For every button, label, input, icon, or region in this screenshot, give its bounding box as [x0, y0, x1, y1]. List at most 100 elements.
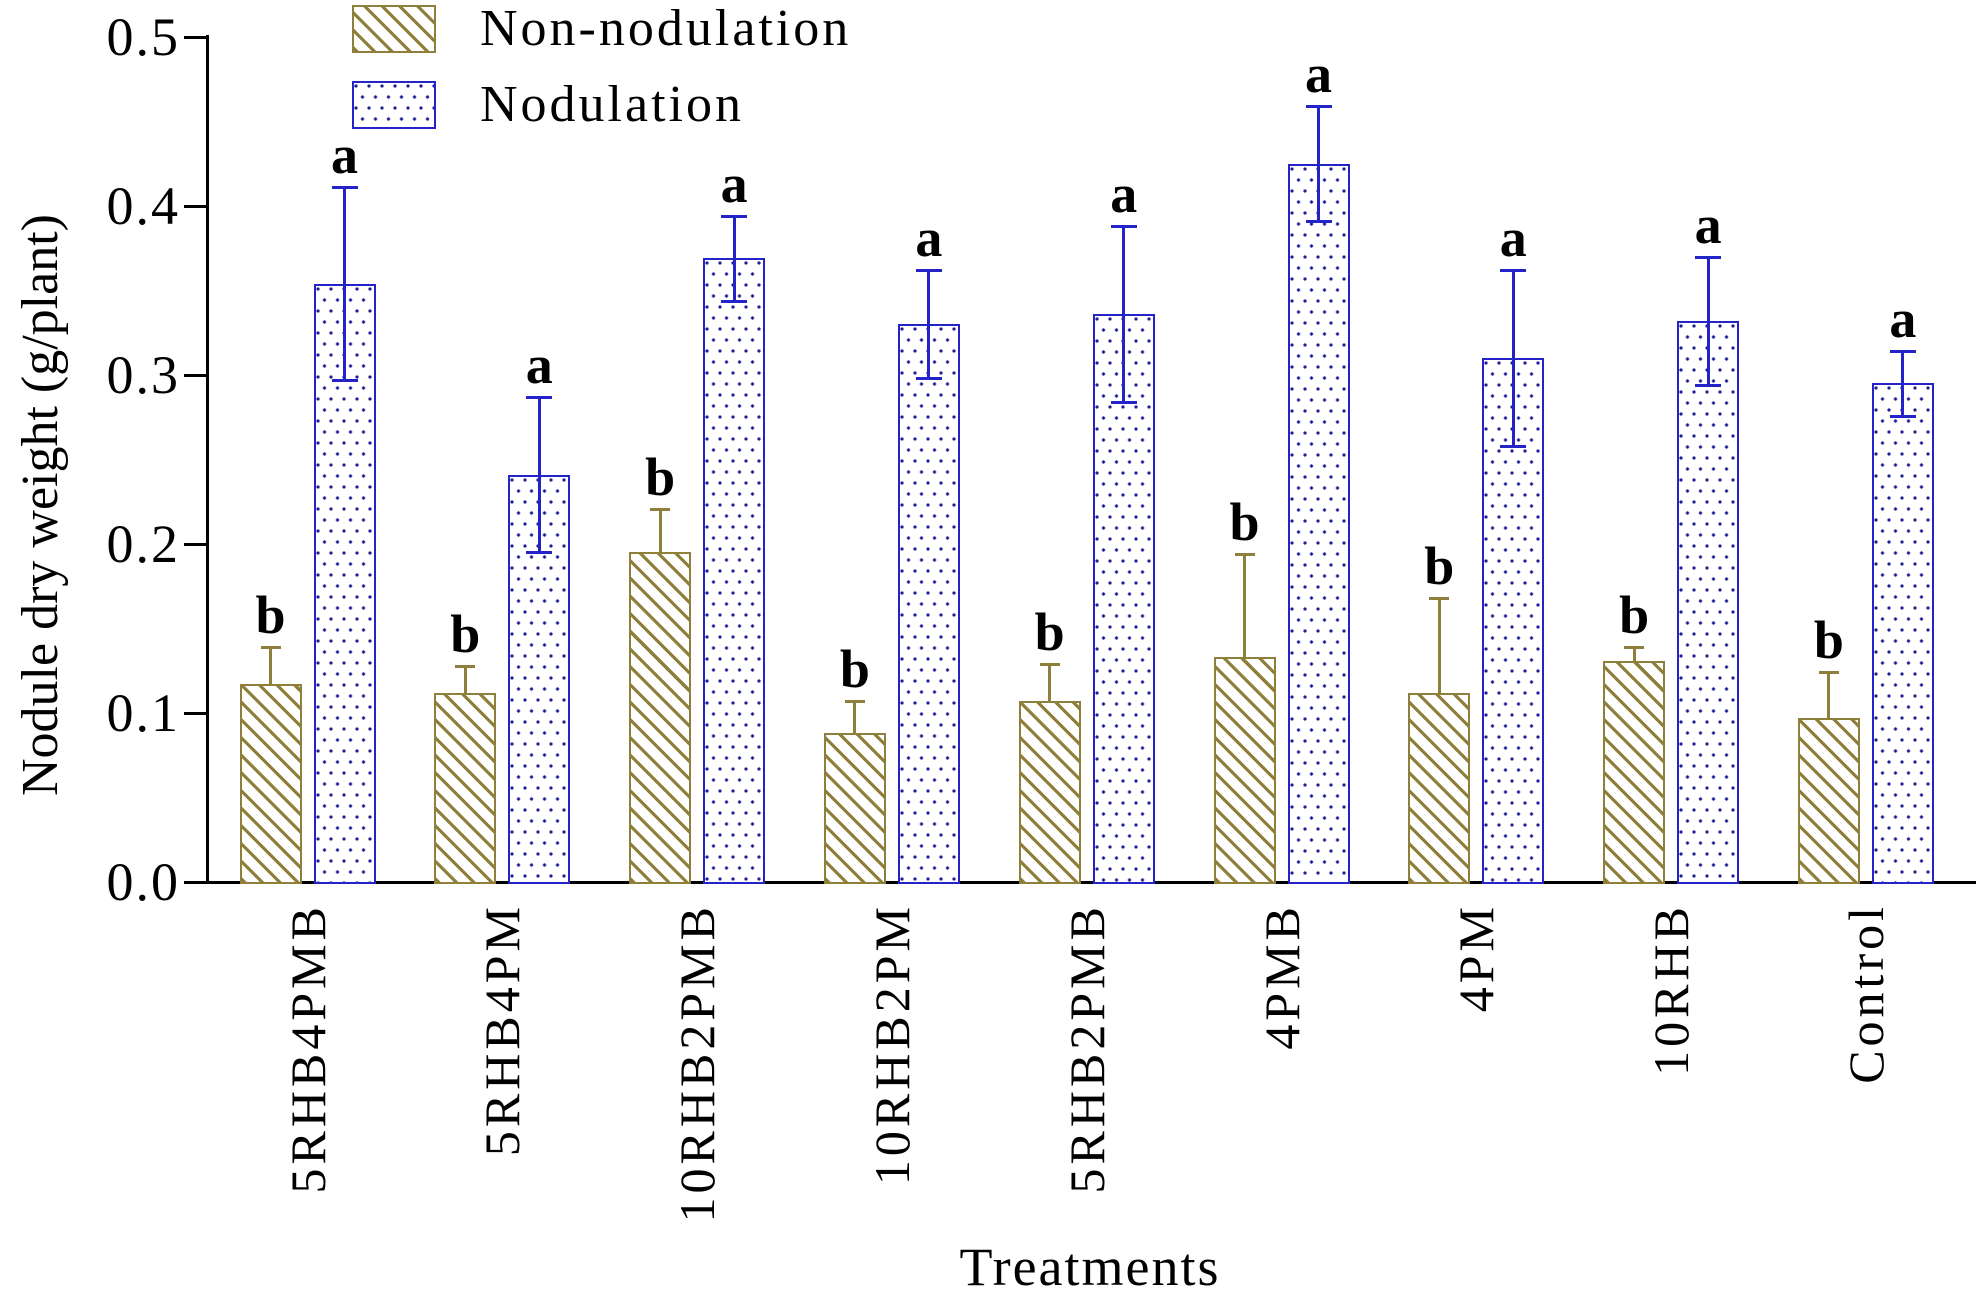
significance-letter: b: [645, 446, 676, 507]
error-bar-line: [1122, 226, 1126, 403]
legend-label: Non-nodulation: [480, 0, 852, 57]
x-category-label: 10RHB: [1643, 903, 1700, 1076]
significance-letter: a: [331, 125, 358, 186]
y-tick-label: 0.3: [106, 345, 180, 405]
error-bar-cap-top: [331, 186, 358, 190]
error-bar-cap-top: [1110, 225, 1137, 229]
y-tick-mark: [184, 712, 208, 715]
y-tick-mark: [184, 374, 208, 377]
significance-letter: a: [1499, 208, 1527, 269]
bar-nodulation: [1092, 314, 1155, 884]
error-bar-line: [1511, 270, 1515, 446]
significance-letter: b: [1619, 585, 1650, 646]
legend-label: Nodulation: [480, 76, 744, 133]
significance-letter: b: [839, 639, 870, 700]
error-bar-cap-top: [844, 700, 865, 704]
y-axis-title: Nodule dry weight (g/plant): [12, 214, 69, 796]
error-bar-cap-top: [1889, 350, 1916, 354]
y-axis-line: [206, 35, 209, 884]
error-bar-line: [269, 647, 272, 685]
legend-item-non-nodulation: Non-nodulation: [352, 2, 851, 56]
significance-letter: b: [1229, 492, 1260, 553]
x-category-label: Control: [1837, 903, 1894, 1084]
error-bar-line: [1243, 554, 1246, 658]
error-bar-cap-top: [915, 269, 942, 273]
bar-nodulation: [703, 258, 766, 884]
error-bar-cap-bottom: [1305, 220, 1332, 224]
y-tick-label: 0.4: [106, 176, 180, 236]
x-category-label: 10RHB2PMB: [669, 903, 726, 1223]
x-axis-line: [206, 881, 1976, 884]
x-category-label: 5RHB2PMB: [1058, 903, 1115, 1194]
error-bar-cap-top: [1039, 662, 1060, 666]
error-bar-line: [853, 701, 857, 734]
y-tick-mark: [184, 543, 208, 546]
legend: Non-nodulation Nodulation: [352, 2, 851, 154]
bar-non-nodulation: [1408, 692, 1471, 884]
error-bar-cap-top: [260, 646, 281, 650]
error-bar-cap-bottom: [915, 377, 942, 381]
significance-letter: a: [1110, 164, 1138, 225]
error-bar-line: [343, 187, 346, 381]
significance-letter: a: [1694, 194, 1722, 255]
bar-nodulation: [897, 324, 960, 884]
x-category-label: 10RHB2PM: [863, 903, 920, 1186]
significance-letter: b: [255, 585, 286, 646]
error-bar-line: [1317, 106, 1320, 222]
error-bar-cap-top: [1429, 597, 1450, 601]
y-tick-label: 0.1: [106, 683, 180, 743]
blue-dots-swatch: [352, 81, 436, 129]
x-category-label: 4PM: [1448, 903, 1505, 1013]
y-tick-mark: [184, 205, 208, 208]
error-bar-cap-top: [1500, 269, 1527, 273]
error-bar-line: [1632, 647, 1636, 661]
error-bar-line: [537, 396, 541, 553]
bar-non-nodulation: [823, 733, 886, 884]
error-bar-cap-top: [1305, 105, 1332, 109]
error-bar-cap-bottom: [526, 551, 553, 555]
error-bar-line: [658, 508, 662, 553]
y-tick-mark: [184, 36, 208, 39]
error-bar-cap-bottom: [1889, 414, 1916, 418]
significance-letter: a: [1305, 44, 1332, 105]
bar-nodulation: [1287, 163, 1350, 884]
significance-letter: b: [1034, 601, 1065, 662]
error-bar-cap-top: [1818, 671, 1839, 675]
error-bar-line: [927, 270, 931, 379]
significance-letter: b: [1813, 610, 1844, 671]
bar-non-nodulation: [1213, 657, 1276, 884]
error-bar-line: [1706, 256, 1710, 386]
bar-non-nodulation: [629, 552, 692, 884]
x-axis-title: Treatments: [959, 1237, 1221, 1297]
error-bar-cap-top: [721, 215, 748, 219]
error-bar-line: [732, 216, 736, 301]
error-bar-cap-top: [1695, 255, 1722, 259]
error-bar-cap-bottom: [331, 379, 358, 383]
bar-nodulation: [313, 283, 376, 884]
x-category-label: 5RHB4PMB: [279, 903, 336, 1194]
error-bar-cap-top: [455, 664, 476, 668]
significance-letter: a: [1889, 289, 1917, 350]
y-tick-label: 0.5: [106, 7, 180, 67]
error-bar-cap-bottom: [1500, 444, 1527, 448]
significance-letter: b: [450, 603, 481, 664]
significance-letter: a: [525, 334, 553, 395]
bar-non-nodulation: [239, 684, 302, 884]
error-bar-cap-bottom: [1695, 384, 1722, 388]
error-bar-cap-top: [526, 395, 553, 399]
x-category-label: 5RHB4PM: [474, 903, 531, 1157]
error-bar-line: [1827, 672, 1831, 719]
bar-non-nodulation: [434, 692, 497, 884]
error-bar-cap-top: [1234, 553, 1255, 557]
bar-non-nodulation: [1603, 660, 1666, 884]
bar-nodulation: [1677, 320, 1740, 884]
error-bar-line: [1048, 663, 1052, 702]
significance-letter: a: [720, 154, 748, 215]
bar-non-nodulation: [1797, 718, 1860, 884]
y-tick-label: 0.2: [106, 514, 180, 574]
bar-nodulation: [1871, 383, 1934, 884]
legend-item-nodulation: Nodulation: [352, 78, 851, 132]
error-bar-cap-top: [650, 507, 671, 511]
y-tick-label: 0.0: [106, 852, 180, 912]
